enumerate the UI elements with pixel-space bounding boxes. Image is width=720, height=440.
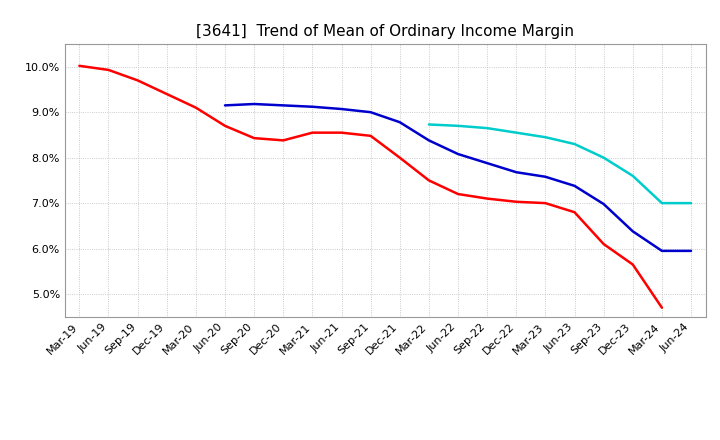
Line: 7 Years: 7 Years — [429, 125, 691, 203]
5 Years — [570, 183, 579, 188]
7 Years — [599, 155, 608, 160]
5 Years — [483, 161, 492, 166]
5 Years — [366, 110, 375, 115]
5 Years — [541, 174, 550, 180]
3 Years — [570, 209, 579, 215]
5 Years — [308, 104, 317, 110]
3 Years — [425, 178, 433, 183]
5 Years — [220, 103, 229, 108]
5 Years — [425, 138, 433, 143]
5 Years — [279, 103, 287, 108]
3 Years — [104, 67, 113, 73]
7 Years — [541, 135, 550, 140]
5 Years — [395, 120, 404, 125]
7 Years — [629, 173, 637, 179]
Line: 5 Years: 5 Years — [225, 104, 691, 251]
3 Years — [599, 242, 608, 247]
5 Years — [599, 202, 608, 207]
3 Years — [337, 130, 346, 135]
3 Years — [483, 196, 492, 201]
3 Years — [163, 92, 171, 97]
7 Years — [570, 141, 579, 147]
7 Years — [512, 130, 521, 135]
5 Years — [337, 106, 346, 112]
5 Years — [629, 229, 637, 234]
5 Years — [250, 101, 258, 106]
5 Years — [512, 169, 521, 175]
3 Years — [308, 130, 317, 135]
7 Years — [483, 125, 492, 131]
3 Years — [75, 63, 84, 69]
3 Years — [395, 155, 404, 160]
3 Years — [541, 201, 550, 206]
Title: [3641]  Trend of Mean of Ordinary Income Margin: [3641] Trend of Mean of Ordinary Income … — [197, 24, 575, 39]
7 Years — [425, 122, 433, 127]
3 Years — [279, 138, 287, 143]
3 Years — [454, 191, 462, 197]
3 Years — [657, 305, 666, 310]
7 Years — [687, 201, 696, 206]
5 Years — [687, 248, 696, 253]
3 Years — [629, 262, 637, 267]
3 Years — [250, 136, 258, 141]
Legend: 3 Years, 5 Years, 7 Years, 10 Years: 3 Years, 5 Years, 7 Years, 10 Years — [171, 438, 599, 440]
3 Years — [133, 78, 142, 83]
5 Years — [454, 151, 462, 157]
3 Years — [220, 123, 229, 128]
7 Years — [657, 201, 666, 206]
3 Years — [192, 105, 200, 110]
Line: 3 Years: 3 Years — [79, 66, 662, 308]
3 Years — [366, 133, 375, 139]
5 Years — [657, 248, 666, 253]
3 Years — [512, 199, 521, 205]
7 Years — [454, 123, 462, 128]
